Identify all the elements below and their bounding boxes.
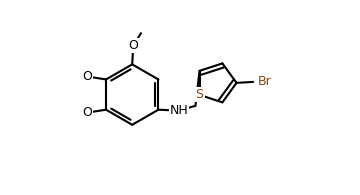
Text: O: O: [82, 70, 93, 83]
Text: NH: NH: [170, 104, 188, 117]
Text: O: O: [82, 106, 93, 119]
Text: Br: Br: [257, 75, 271, 88]
Text: S: S: [195, 88, 203, 101]
Text: O: O: [128, 39, 138, 52]
